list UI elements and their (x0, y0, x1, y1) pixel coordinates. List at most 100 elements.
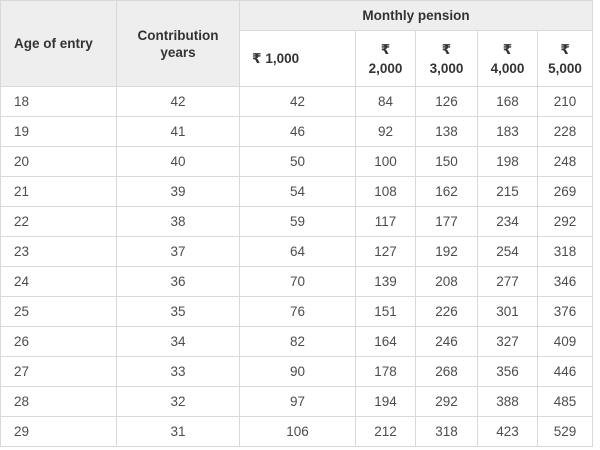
pension-cell: 198 (477, 146, 538, 177)
pension-cell: 70 (239, 266, 356, 297)
age-cell: 26 (0, 326, 117, 357)
years-cell: 41 (116, 116, 240, 147)
years-cell: 34 (116, 326, 240, 357)
pension-cell: 97 (239, 386, 356, 417)
age-cell: 27 (0, 356, 117, 387)
pension-table-body: 18 42 42 84 126 168 210 19 41 46 92 138 … (0, 86, 594, 447)
table-row: 28 32 97 194 292 388 485 (0, 386, 594, 417)
pension-cell: 54 (239, 176, 356, 207)
pension-cell: 485 (536, 386, 594, 417)
pension-cell: 346 (536, 266, 594, 297)
years-cell: 35 (116, 296, 240, 327)
pension-cell: 327 (477, 326, 538, 357)
table-row: 20 40 50 100 150 198 248 (0, 146, 594, 177)
pension-cell: 529 (536, 416, 594, 447)
pension-cell: 84 (355, 86, 416, 117)
years-cell: 37 (116, 236, 240, 267)
contribution-years-label: Contribution years (137, 27, 219, 60)
pension-cell: 318 (415, 416, 478, 447)
years-cell: 40 (116, 146, 240, 177)
pension-cell: 268 (415, 356, 478, 387)
pension-cell: 226 (415, 296, 478, 327)
years-cell: 39 (116, 176, 240, 207)
pension-amount-label: 5,000 (548, 60, 582, 76)
pension-cell: 183 (477, 116, 538, 147)
table-row: 18 42 42 84 126 168 210 (0, 86, 594, 117)
age-cell: 20 (0, 146, 117, 177)
header-row-group: Age of entry Contribution years Monthly … (0, 0, 594, 87)
pension-cell: 409 (536, 326, 594, 357)
pension-amount-label: 1,000 (265, 51, 300, 66)
pension-amount-label: 3,000 (429, 60, 464, 76)
age-cell: 18 (0, 86, 117, 117)
pension-cell: 139 (355, 266, 416, 297)
years-cell: 32 (116, 386, 240, 417)
table-row: 27 33 90 178 268 356 446 (0, 356, 594, 387)
years-cell: 36 (116, 266, 240, 297)
table-row: 23 37 64 127 192 254 318 (0, 236, 594, 267)
pension-cell: 423 (477, 416, 538, 447)
pension-cell: 356 (477, 356, 538, 387)
age-cell: 19 (0, 116, 117, 147)
table-row: 26 34 82 164 246 327 409 (0, 326, 594, 357)
pension-cell: 177 (415, 206, 478, 237)
age-cell: 23 (0, 236, 117, 267)
pension-cell: 42 (239, 86, 356, 117)
table-row: 25 35 76 151 226 301 376 (0, 296, 594, 327)
pension-amount-header-3000: ₹3,000 (415, 30, 478, 87)
pension-cell: 376 (536, 296, 594, 327)
pension-cell: 292 (415, 386, 478, 417)
pension-cell: 254 (477, 236, 538, 267)
pension-cell: 164 (355, 326, 416, 357)
rupee-symbol: ₹ (441, 41, 452, 57)
pension-cell: 234 (477, 206, 538, 237)
pension-cell: 106 (239, 416, 356, 447)
pension-cell: 210 (536, 86, 594, 117)
pension-amount-header-4000: ₹4,000 (477, 30, 538, 87)
pension-cell: 100 (355, 146, 416, 177)
years-cell: 31 (116, 416, 240, 447)
table-row: 21 39 54 108 162 215 269 (0, 176, 594, 207)
pension-cell: 64 (239, 236, 356, 267)
pension-amount-header-1000: ₹1,000 (239, 30, 356, 87)
years-cell: 42 (116, 86, 240, 117)
pension-cell: 301 (477, 296, 538, 327)
rupee-symbol: ₹ (380, 41, 391, 57)
pension-cell: 92 (355, 116, 416, 147)
monthly-pension-group-header: Monthly pension (238, 0, 594, 31)
pension-cell: 126 (415, 86, 478, 117)
table-row: 29 31 106 212 318 423 529 (0, 416, 594, 447)
pension-cell: 168 (477, 86, 538, 117)
rupee-symbol: ₹ (502, 41, 513, 57)
pension-cell: 82 (239, 326, 356, 357)
pension-cell: 151 (355, 296, 416, 327)
pension-amount-header-2000: ₹2,000 (355, 30, 416, 87)
pension-cell: 76 (239, 296, 356, 327)
pension-cell: 212 (355, 416, 416, 447)
pension-amount-label: 4,000 (490, 60, 525, 76)
pension-amount-label: 2,000 (368, 60, 403, 76)
pension-cell: 50 (239, 146, 356, 177)
rupee-symbol: ₹ (560, 41, 570, 57)
table-row: 19 41 46 92 138 183 228 (0, 116, 594, 147)
pension-table-header: Age of entry Contribution years Monthly … (0, 0, 594, 87)
pension-cell: 150 (415, 146, 478, 177)
pension-cell: 246 (415, 326, 478, 357)
years-cell: 38 (116, 206, 240, 237)
pension-cell: 215 (477, 176, 538, 207)
pension-cell: 192 (415, 236, 478, 267)
age-of-entry-header: Age of entry (0, 0, 117, 87)
pension-cell: 127 (355, 236, 416, 267)
age-cell: 28 (0, 386, 117, 417)
pension-cell: 292 (536, 206, 594, 237)
pension-amount-header-5000: ₹5,000 (536, 30, 594, 87)
age-cell: 22 (0, 206, 117, 237)
contribution-years-header: Contribution years (116, 0, 240, 87)
age-cell: 21 (0, 176, 117, 207)
pension-cell: 194 (355, 386, 416, 417)
rupee-symbol: ₹ (252, 51, 262, 66)
pension-cell: 46 (239, 116, 356, 147)
pension-cell: 90 (239, 356, 356, 387)
pension-cell: 446 (536, 356, 594, 387)
